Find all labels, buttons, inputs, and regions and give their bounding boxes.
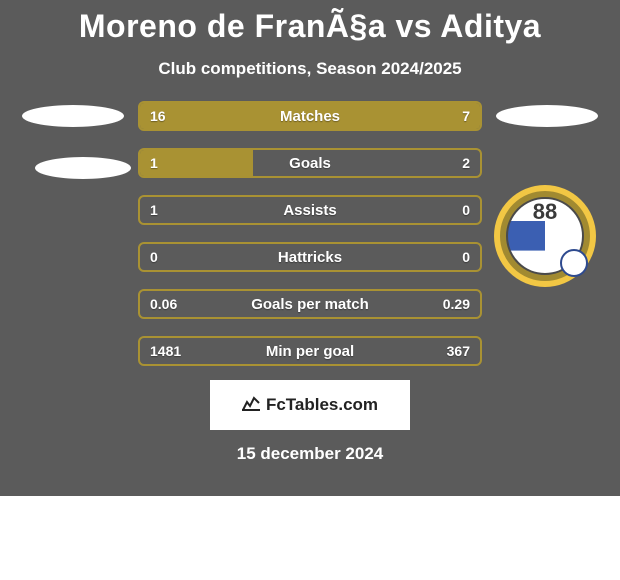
stat-label: Hattricks (278, 249, 342, 266)
content-row: 16 7 Matches 1 2 Goals 1 0 Assists 0 0 Hattricks 0.0… (0, 101, 620, 366)
stat-value-left: 1 (150, 150, 158, 176)
placeholder-ellipse (496, 105, 598, 127)
stat-label: Goals (289, 155, 331, 172)
stat-label: Matches (280, 108, 340, 125)
stat-fill-left (140, 103, 377, 129)
stat-row: 1 2 Goals (138, 148, 482, 178)
page-subtitle: Club competitions, Season 2024/2025 (158, 59, 461, 79)
brand-badge: FcTables.com (210, 380, 410, 430)
stat-value-left: 0 (150, 244, 158, 270)
snapshot-date: 15 december 2024 (237, 444, 384, 464)
stat-row: 0 0 Hattricks (138, 242, 482, 272)
stat-label: Goals per match (251, 296, 369, 313)
placeholder-ellipse (35, 157, 131, 179)
stat-value-right: 0.29 (443, 291, 470, 317)
badge-number: 88 (494, 199, 596, 225)
stat-value-right: 367 (447, 338, 470, 364)
player-left-col (18, 101, 128, 366)
page-title: Moreno de FranÃ§a vs Aditya (79, 8, 541, 45)
stat-label: Min per goal (266, 343, 354, 360)
chart-icon (242, 395, 260, 415)
stat-value-left: 1 (150, 197, 158, 223)
comparison-panel: Moreno de FranÃ§a vs Aditya Club competi… (0, 0, 620, 496)
stat-row: 1481 367 Min per goal (138, 336, 482, 366)
stat-row: 1 0 Assists (138, 195, 482, 225)
stat-value-right: 0 (462, 197, 470, 223)
player-right-col: 88 (492, 101, 602, 366)
stat-row: 16 7 Matches (138, 101, 482, 131)
stat-label: Assists (283, 202, 336, 219)
stat-value-left: 0.06 (150, 291, 177, 317)
stat-bars: 16 7 Matches 1 2 Goals 1 0 Assists 0 0 Hattricks 0.0… (138, 101, 482, 366)
stat-row: 0.06 0.29 Goals per match (138, 289, 482, 319)
stat-value-right: 2 (462, 150, 470, 176)
stat-value-left: 16 (150, 103, 166, 129)
stat-value-right: 0 (462, 244, 470, 270)
soccer-ball-icon (560, 249, 588, 277)
placeholder-ellipse (22, 105, 124, 127)
stat-value-right: 7 (462, 103, 470, 129)
stat-value-left: 1481 (150, 338, 181, 364)
club-badge: 88 (494, 185, 596, 287)
brand-text: FcTables.com (266, 395, 378, 415)
